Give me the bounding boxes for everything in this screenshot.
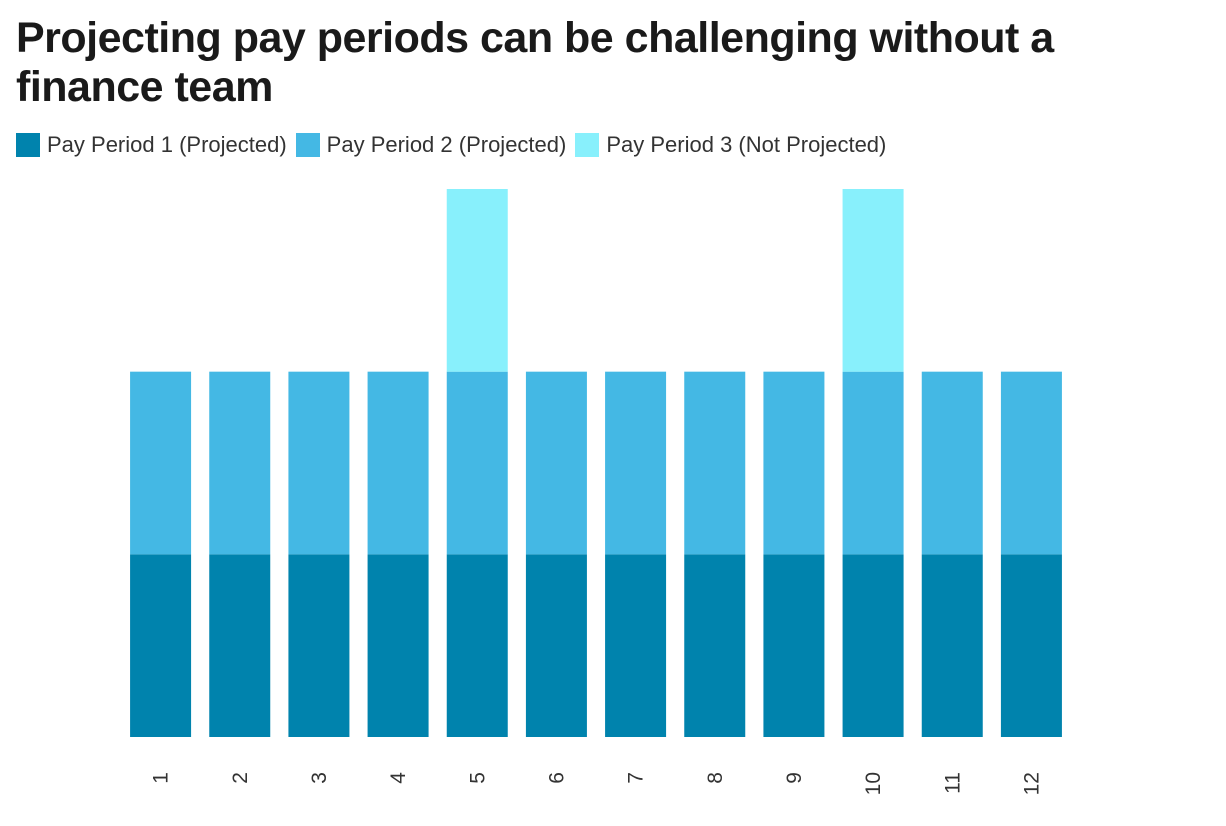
x-tick-label-4: 4	[387, 772, 410, 784]
legend-item-pay-period-1: Pay Period 1 (Projected)	[16, 132, 287, 158]
bar-segment-period-3-series-1	[288, 554, 350, 737]
legend-swatch-pay-period-3	[575, 133, 600, 157]
bar-segment-period-12-series-1	[1000, 554, 1062, 737]
bar-segment-period-2-series-2	[209, 371, 271, 555]
x-tick-label-9: 9	[783, 772, 806, 784]
bar-segment-period-5-series-2	[446, 371, 508, 555]
bar-segment-period-11-series-1	[921, 554, 983, 737]
legend-item-pay-period-3: Pay Period 3 (Not Projected)	[575, 132, 886, 158]
bar-segment-period-4-series-2	[367, 371, 429, 555]
x-tick-label-12: 12	[1020, 772, 1043, 795]
x-tick-label-6: 6	[545, 772, 568, 784]
chart-legend: Pay Period 1 (Projected) Pay Period 2 (P…	[16, 132, 895, 158]
bar-segment-period-1-series-1	[130, 554, 192, 737]
bar-segment-period-8-series-2	[684, 371, 746, 555]
bar-segment-period-4-series-1	[367, 554, 429, 737]
legend-label-pay-period-2: Pay Period 2 (Projected)	[326, 132, 567, 157]
bar-segment-period-9-series-1	[763, 554, 825, 737]
bar-segment-period-5-series-1	[446, 554, 508, 737]
bar-segment-period-11-series-2	[921, 371, 983, 555]
bar-segment-period-1-series-2	[130, 371, 192, 555]
bar-segment-period-10-series-3	[842, 189, 904, 372]
bar-segment-period-8-series-1	[684, 554, 746, 737]
bar-segment-period-10-series-2	[842, 371, 904, 555]
x-tick-label-1: 1	[150, 772, 173, 784]
chart-title: Projecting pay periods can be challengin…	[16, 14, 1054, 111]
bar-segment-period-2-series-1	[209, 554, 271, 737]
bar-segment-period-5-series-3	[446, 189, 508, 372]
legend-swatch-pay-period-1	[16, 133, 40, 157]
x-tick-label-7: 7	[625, 772, 648, 784]
x-tick-label-11: 11	[941, 772, 964, 794]
bar-segment-period-9-series-2	[763, 371, 825, 555]
x-tick-label-5: 5	[466, 772, 489, 784]
bar-segment-period-6-series-2	[525, 371, 587, 555]
bar-segment-period-12-series-2	[1000, 371, 1062, 555]
legend-item-pay-period-2: Pay Period 2 (Projected)	[295, 132, 567, 158]
legend-label-pay-period-3: Pay Period 3 (Not Projected)	[606, 132, 887, 157]
bar-segment-period-7-series-2	[605, 371, 667, 555]
bar-segment-period-6-series-1	[525, 554, 587, 737]
bar-segment-period-7-series-1	[605, 554, 667, 737]
bar-segment-period-10-series-1	[842, 554, 904, 737]
x-tick-label-3: 3	[308, 772, 331, 784]
legend-label-pay-period-1: Pay Period 1 (Projected)	[47, 132, 287, 157]
x-tick-label-8: 8	[704, 772, 727, 784]
legend-swatch-pay-period-2	[295, 133, 320, 157]
bar-segment-period-3-series-2	[288, 371, 350, 555]
x-tick-label-2: 2	[229, 772, 252, 784]
x-tick-label-10: 10	[862, 772, 885, 795]
